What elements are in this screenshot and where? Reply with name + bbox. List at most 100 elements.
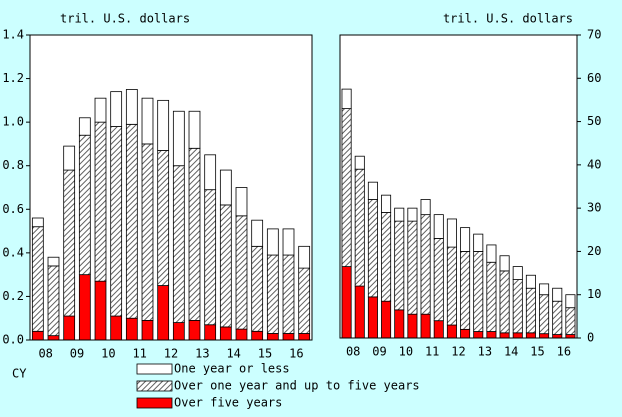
- bar-segment: [525, 287, 536, 334]
- x-tick-label: 15: [530, 345, 544, 359]
- y-tick-label: 1.4: [2, 28, 24, 42]
- bar-segment: [63, 145, 76, 171]
- bar-segment: [251, 245, 264, 332]
- bar-segment: [486, 331, 497, 339]
- bar-segment: [394, 220, 405, 311]
- plot-area: [29, 34, 313, 341]
- bar-segment: [407, 207, 418, 222]
- bar-segment: [420, 313, 431, 339]
- bar-segment: [157, 150, 170, 286]
- x-tick-label: 10: [399, 345, 413, 359]
- bar-segment: [525, 332, 536, 339]
- y-tick-label: 50: [587, 114, 601, 128]
- bar-segment: [141, 319, 154, 341]
- bar-segment: [125, 317, 138, 341]
- bar-segment: [460, 227, 471, 252]
- bar-segment: [298, 245, 311, 269]
- x-tick-label: 08: [38, 347, 52, 361]
- bar-segment: [565, 334, 576, 339]
- bar-segment: [63, 169, 76, 317]
- bar-segment: [266, 333, 279, 341]
- bar-segment: [172, 165, 185, 323]
- bar-segment: [420, 214, 431, 315]
- y-tick-label: 1.0: [2, 115, 24, 129]
- bar-segment: [446, 324, 457, 339]
- bar-segment: [539, 283, 550, 296]
- bar-segment: [172, 322, 185, 341]
- x-tick-label: 11: [425, 345, 439, 359]
- bar-segment: [266, 228, 279, 256]
- legend-swatch: [136, 380, 173, 392]
- y-tick-label: 0.8: [2, 158, 24, 172]
- y-tick-label: 30: [587, 201, 601, 215]
- bar-segment: [78, 117, 91, 136]
- bar-segment: [298, 333, 311, 341]
- bar-segment: [381, 300, 392, 339]
- x-tick-label: 14: [226, 347, 240, 361]
- bar-segment: [298, 267, 311, 334]
- legend-label: Over one year and up to five years: [174, 379, 420, 393]
- y-tick-label: 0.6: [2, 202, 24, 216]
- bar-segment: [407, 220, 418, 315]
- bar-segment: [354, 168, 365, 287]
- bar-segment: [266, 254, 279, 334]
- bar-segment: [141, 97, 154, 145]
- bar-segment: [282, 333, 295, 341]
- legend-label: One year or less: [174, 362, 290, 376]
- bar-segment: [407, 313, 418, 339]
- bar-segment: [341, 108, 352, 267]
- bar-segment: [235, 328, 248, 341]
- bar-segment: [94, 280, 107, 341]
- bar-segment: [47, 256, 60, 267]
- plot-area: [339, 34, 578, 339]
- bar-segment: [188, 110, 201, 149]
- y-tick-label: 60: [587, 71, 601, 85]
- bar-segment: [512, 332, 523, 339]
- bar-segment: [552, 300, 563, 335]
- bar-segment: [31, 330, 44, 341]
- x-tick-label: 12: [164, 347, 178, 361]
- y-tick-label: 0.4: [2, 245, 24, 259]
- bar-segment: [486, 244, 497, 263]
- bar-segment: [204, 324, 217, 341]
- bar-segment: [446, 246, 457, 326]
- bar-segment: [381, 194, 392, 213]
- bar-segment: [282, 228, 295, 256]
- bar-segment: [172, 110, 185, 167]
- bar-segment: [525, 274, 536, 289]
- bar-segment: [94, 121, 107, 282]
- x-tick-label: 15: [258, 347, 272, 361]
- bar-segment: [125, 89, 138, 125]
- bar-segment: [94, 97, 107, 123]
- bar-segment: [473, 233, 484, 252]
- bar-segment: [219, 204, 232, 328]
- y-tick-label: 70: [587, 28, 601, 42]
- unit-label: tril. U.S. dollars: [60, 12, 190, 26]
- x-tick-label: 09: [70, 347, 84, 361]
- bar-segment: [219, 326, 232, 341]
- bar-segment: [157, 99, 170, 151]
- bar-segment: [47, 265, 60, 337]
- bar-segment: [367, 181, 378, 200]
- bar-segment: [31, 226, 44, 332]
- x-tick-label: 08: [346, 345, 360, 359]
- legend-label: Over five years: [174, 396, 282, 410]
- x-tick-label: 09: [372, 345, 386, 359]
- bar-segment: [433, 238, 444, 322]
- x-tick-label: 10: [101, 347, 115, 361]
- bar-segment: [367, 199, 378, 298]
- bar-segment: [433, 214, 444, 239]
- bar-segment: [188, 319, 201, 341]
- x-tick-label: 16: [557, 345, 571, 359]
- bar-segment: [367, 296, 378, 339]
- bar-segment: [204, 154, 217, 191]
- unit-label: tril. U.S. dollars: [443, 12, 573, 26]
- bar-segment: [512, 266, 523, 280]
- bar-segment: [188, 147, 201, 321]
- bar-segment: [446, 218, 457, 248]
- bar-segment: [354, 285, 365, 339]
- bar-segment: [565, 294, 576, 309]
- bar-segment: [394, 309, 405, 339]
- bar-segment: [433, 320, 444, 339]
